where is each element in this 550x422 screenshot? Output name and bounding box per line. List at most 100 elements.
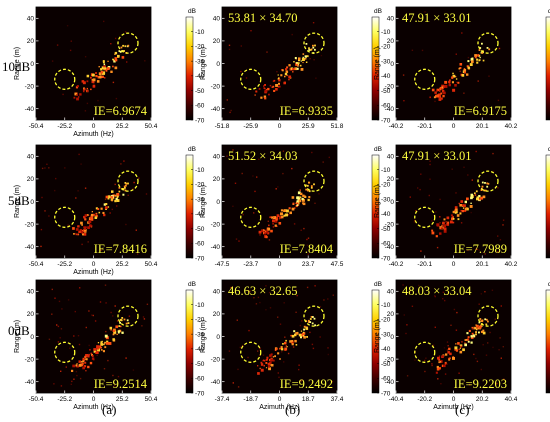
target-scatterer (470, 58, 474, 61)
target-scatterer (454, 84, 457, 87)
x-tick-label: 47.5 (331, 261, 344, 268)
colorbar-tick-label: -30 (381, 331, 391, 338)
noise-speckle (487, 342, 489, 344)
target-scatterer (439, 87, 442, 91)
noise-speckle (327, 298, 329, 300)
noise-speckle (437, 378, 439, 380)
colorbar-tick-label: -10 (195, 167, 205, 174)
noise-speckle (491, 289, 494, 291)
target-scatterer (264, 97, 267, 100)
target-scatterer (449, 79, 451, 82)
noise-speckle (239, 346, 242, 349)
target-scatterer (112, 196, 115, 200)
target-scatterer (125, 322, 128, 325)
target-scatterer (76, 97, 79, 101)
target-scatterer (314, 44, 316, 47)
noise-speckle (475, 248, 477, 251)
target-scatterer (463, 204, 466, 208)
target-scatterer (89, 224, 92, 227)
noise-speckle (125, 223, 127, 226)
target-scatterer (263, 359, 266, 362)
target-scatterer (269, 216, 272, 219)
target-scatterer (475, 324, 477, 326)
noise-speckle (232, 382, 234, 384)
colorbar-tick-label: -10 (381, 29, 391, 36)
target-scatterer (257, 365, 259, 367)
colorbar-tick-label: -60 (195, 103, 205, 110)
target-scatterer (255, 90, 258, 93)
target-scatterer (461, 74, 465, 77)
noise-speckle (405, 332, 407, 335)
y-tick-label: 0 (390, 334, 394, 341)
noise-speckle (238, 240, 240, 242)
y-tick-label: 20 (27, 176, 35, 183)
noise-speckle (314, 285, 316, 287)
target-scatterer (479, 198, 481, 201)
x-tick-label: 25.2 (116, 396, 129, 403)
noise-speckle (409, 291, 411, 293)
target-scatterer (487, 182, 490, 185)
noise-speckle (434, 295, 436, 297)
target-scatterer (466, 332, 469, 335)
target-scatterer (302, 56, 304, 59)
target-scatterer (97, 208, 100, 210)
target-circle-upper (477, 170, 499, 192)
noise-speckle (293, 223, 296, 225)
noise-speckle (114, 37, 117, 40)
target-scatterer (479, 47, 482, 49)
target-scatterer (104, 341, 106, 344)
noise-speckle (232, 149, 234, 151)
target-scatterer (270, 359, 273, 362)
noise-speckle (92, 314, 94, 317)
noise-speckle (446, 363, 448, 365)
target-scatterer (475, 331, 477, 334)
target-scatterer (262, 229, 265, 231)
target-scatterer (275, 347, 278, 350)
noise-speckle (245, 77, 248, 79)
target-scatterer (127, 322, 130, 324)
noise-speckle (61, 308, 63, 310)
colorbar-unit: dB (374, 281, 382, 288)
y-tick-label: -40 (25, 379, 35, 386)
target-scatterer (478, 49, 481, 51)
target-scatterer (482, 59, 485, 62)
noise-speckle (69, 49, 72, 52)
noise-speckle (277, 372, 279, 374)
target-scatterer (480, 196, 484, 200)
target-scatterer (101, 349, 103, 351)
noise-speckle (498, 349, 500, 351)
target-scatterer (457, 81, 460, 84)
target-scatterer (454, 212, 457, 214)
noise-speckle (467, 249, 469, 251)
target-scatterer (293, 330, 296, 333)
target-scatterer (278, 79, 281, 82)
noise-speckle (51, 288, 53, 291)
target-scatterer (464, 207, 468, 211)
noise-speckle (84, 56, 87, 58)
target-scatterer (451, 217, 454, 221)
target-scatterer (260, 368, 264, 372)
noise-speckle (467, 174, 469, 176)
target-scatterer (107, 206, 110, 208)
noise-speckle (96, 354, 98, 356)
target-scatterer (126, 319, 129, 322)
target-scatterer (434, 92, 436, 94)
target-scatterer (305, 320, 308, 322)
target-scatterer (101, 75, 104, 78)
noise-speckle (87, 241, 89, 243)
noise-speckle (463, 92, 465, 94)
target-scatterer (461, 204, 464, 207)
noise-speckle (97, 99, 99, 102)
target-scatterer (289, 211, 292, 215)
colorbar-tick-label: -70 (381, 255, 391, 262)
colorbar-tick-label: -60 (381, 241, 391, 248)
target-scatterer (75, 86, 78, 89)
target-scatterer (304, 58, 307, 60)
target-scatterer (81, 231, 84, 234)
y-tick-label: -40 (385, 379, 395, 386)
noise-speckle (110, 311, 112, 314)
target-scatterer (125, 182, 128, 185)
y-tick-label: -20 (385, 221, 395, 228)
target-scatterer (95, 214, 98, 218)
x-tick-label: 50.4 (145, 396, 158, 403)
